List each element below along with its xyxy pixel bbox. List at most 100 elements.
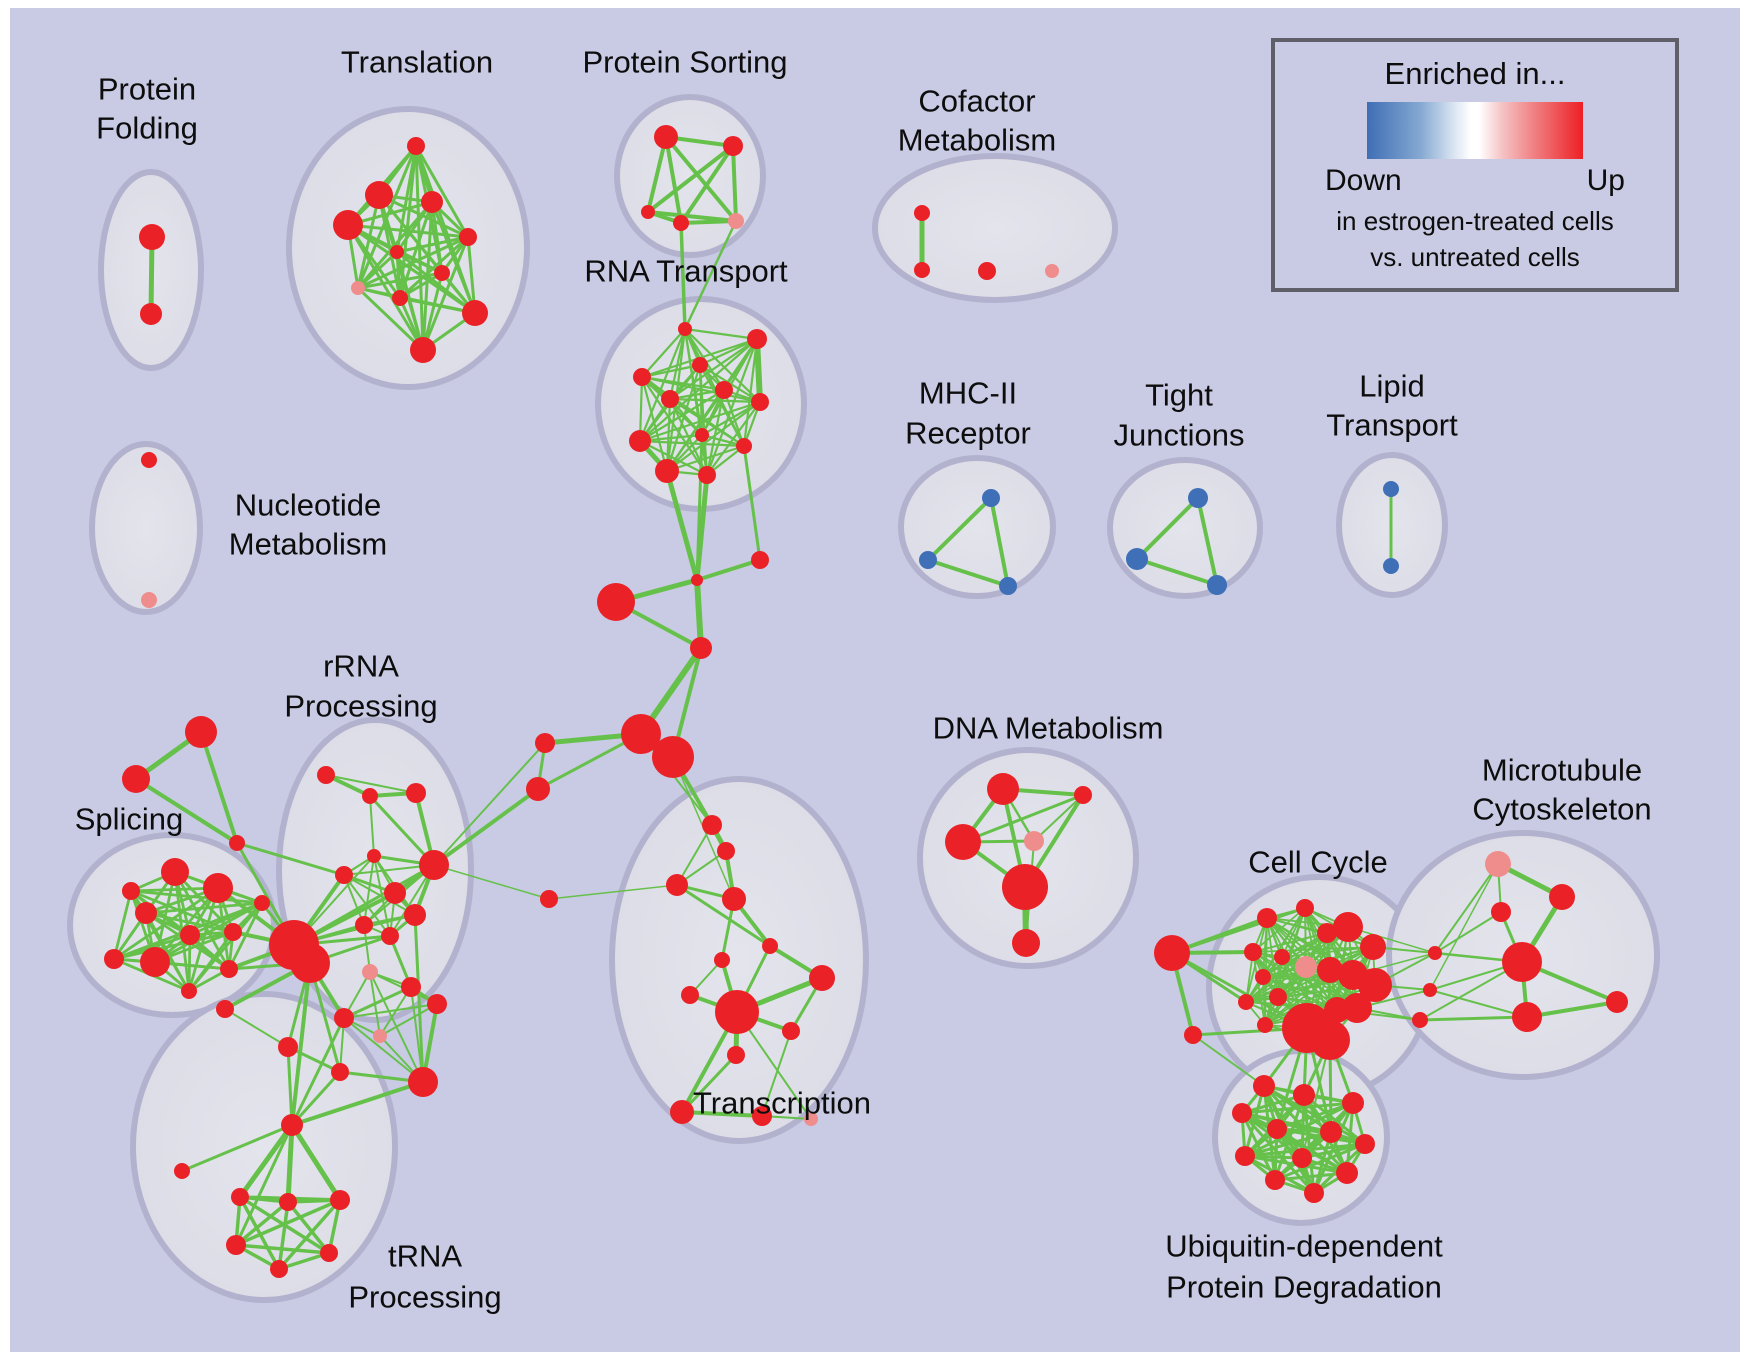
gene-set-node-x9[interactable] (715, 990, 759, 1034)
gene-set-node-cc11[interactable] (1358, 968, 1392, 1002)
gene-set-node-mt3[interactable] (1491, 902, 1511, 922)
gene-set-node-cf1[interactable] (914, 205, 930, 221)
gene-set-node-n1[interactable] (317, 766, 335, 784)
gene-set-node-s8[interactable] (220, 960, 238, 978)
gene-set-node-b6[interactable] (427, 994, 447, 1014)
gene-set-node-x2[interactable] (717, 842, 735, 860)
gene-set-node-cc8[interactable] (1295, 956, 1317, 978)
gene-set-node-t5[interactable] (459, 228, 477, 246)
gene-set-node-b3[interactable] (334, 1008, 354, 1028)
gene-set-node-n8[interactable] (404, 904, 426, 926)
gene-set-node-r2[interactable] (747, 329, 767, 349)
gene-set-node-n4[interactable] (367, 849, 381, 863)
gene-set-node-c4[interactable] (690, 637, 712, 659)
gene-set-node-t7[interactable] (434, 265, 450, 281)
gene-set-node-b4[interactable] (401, 977, 421, 997)
gene-set-node-u8[interactable] (1235, 1146, 1255, 1166)
gene-set-node-t2[interactable] (365, 181, 393, 209)
gene-set-node-cc7[interactable] (1274, 949, 1290, 965)
gene-set-node-r11[interactable] (655, 459, 679, 483)
gene-set-node-r6[interactable] (661, 390, 679, 408)
gene-set-node-cc16[interactable] (1342, 993, 1372, 1023)
gene-set-node-t4[interactable] (333, 210, 363, 240)
gene-set-node-s11[interactable] (122, 882, 140, 900)
gene-set-node-ps4[interactable] (673, 215, 689, 231)
gene-set-node-x7[interactable] (681, 986, 699, 1004)
gene-set-node-r1[interactable] (678, 322, 692, 336)
gene-set-node-tj3[interactable] (1207, 575, 1227, 595)
gene-set-node-cf2[interactable] (914, 262, 930, 278)
gene-set-node-u4[interactable] (1232, 1103, 1252, 1123)
gene-set-node-n5[interactable] (335, 866, 353, 884)
gene-set-node-u11[interactable] (1265, 1170, 1285, 1190)
gene-set-node-b7[interactable] (373, 1029, 387, 1043)
gene-set-node-cc14[interactable] (1269, 988, 1287, 1006)
gene-set-node-tj2[interactable] (1126, 548, 1148, 570)
gene-set-node-n9[interactable] (381, 927, 399, 945)
gene-set-node-d2[interactable] (1074, 786, 1092, 804)
gene-set-node-mc2[interactable] (1423, 983, 1437, 997)
gene-set-node-t10[interactable] (462, 300, 488, 326)
gene-set-node-s7[interactable] (140, 947, 170, 977)
gene-set-node-s5[interactable] (224, 923, 242, 941)
gene-set-node-c2[interactable] (597, 583, 635, 621)
gene-set-node-x1[interactable] (702, 815, 722, 835)
gene-set-node-lt1[interactable] (1383, 481, 1399, 497)
gene-set-node-n7[interactable] (355, 916, 373, 934)
gene-set-node-t3[interactable] (421, 191, 443, 213)
gene-set-node-cf4[interactable] (1045, 264, 1059, 278)
gene-set-node-cc18[interactable] (1310, 1020, 1350, 1060)
gene-set-node-mt5[interactable] (1512, 1002, 1542, 1032)
gene-set-node-x8[interactable] (809, 965, 835, 991)
gene-set-node-c3[interactable] (751, 551, 769, 569)
gene-set-node-x11[interactable] (727, 1046, 745, 1064)
gene-set-node-r10[interactable] (736, 438, 752, 454)
gene-set-node-cc6[interactable] (1244, 943, 1262, 961)
gene-set-node-g2[interactable] (122, 765, 150, 793)
gene-set-node-r12[interactable] (698, 466, 716, 484)
gene-set-node-ps2[interactable] (723, 136, 743, 156)
gene-set-node-u3[interactable] (1342, 1092, 1364, 1114)
gene-set-node-RH[interactable] (419, 850, 449, 880)
gene-set-node-cb1[interactable] (526, 777, 550, 801)
gene-set-node-H2[interactable] (290, 943, 330, 983)
gene-set-node-tb3[interactable] (330, 1190, 350, 1210)
gene-set-node-r8[interactable] (695, 428, 709, 442)
gene-set-node-cf3[interactable] (978, 262, 996, 280)
gene-set-node-m2[interactable] (919, 551, 937, 569)
gene-set-node-u12[interactable] (1304, 1183, 1324, 1203)
gene-set-node-th[interactable] (281, 1114, 303, 1136)
gene-set-node-cc20[interactable] (1184, 1026, 1202, 1044)
gene-set-node-s1[interactable] (161, 858, 189, 886)
gene-set-node-cc1[interactable] (1296, 899, 1314, 917)
gene-set-node-tb4[interactable] (226, 1235, 246, 1255)
gene-set-node-lt2[interactable] (1383, 558, 1399, 574)
gene-set-node-m1[interactable] (982, 489, 1000, 507)
gene-set-node-ps5[interactable] (728, 213, 744, 229)
gene-set-node-cc9[interactable] (1317, 957, 1343, 983)
gene-set-node-t9[interactable] (392, 290, 408, 306)
gene-set-node-cb2[interactable] (535, 733, 555, 753)
gene-set-node-pf2[interactable] (140, 303, 162, 325)
gene-set-node-dh2[interactable] (652, 736, 694, 778)
gene-set-node-tb2[interactable] (279, 1193, 297, 1211)
gene-set-node-cc5[interactable] (1360, 934, 1386, 960)
gene-set-node-mt6[interactable] (1606, 991, 1628, 1013)
gene-set-node-d1[interactable] (987, 773, 1019, 805)
gene-set-node-r4[interactable] (692, 357, 708, 373)
gene-set-node-cc12[interactable] (1255, 969, 1271, 985)
gene-set-node-s4[interactable] (180, 925, 200, 945)
gene-set-node-s9[interactable] (181, 983, 197, 999)
gene-set-node-ps3[interactable] (641, 205, 655, 219)
gene-set-node-x14[interactable] (804, 1112, 818, 1126)
gene-set-node-x6[interactable] (714, 952, 730, 968)
gene-set-node-t11[interactable] (410, 337, 436, 363)
gene-set-node-m3[interactable] (999, 577, 1017, 595)
gene-set-node-d3[interactable] (945, 824, 981, 860)
gene-set-node-d4[interactable] (1024, 831, 1044, 851)
gene-set-node-mt2[interactable] (1549, 884, 1575, 910)
gene-set-node-u1[interactable] (1253, 1075, 1275, 1097)
gene-set-node-tj1[interactable] (1188, 488, 1208, 508)
gene-set-node-r3[interactable] (633, 368, 651, 386)
gene-set-node-s3[interactable] (135, 902, 157, 924)
